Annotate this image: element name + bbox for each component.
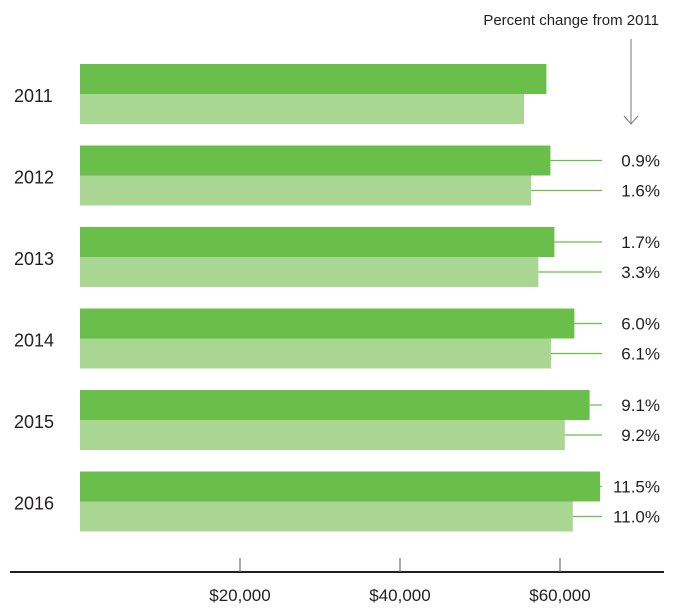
bar-2016-series2 [80,501,573,532]
pct-label-2012-series2: 1.6% [621,182,660,201]
down-arrow-icon [623,39,639,125]
year-label-2014: 2014 [14,331,54,351]
bar-2014-series1 [80,308,575,339]
pct-label-2015-series2: 9.2% [621,426,660,445]
x-tick-label-40000: $40,000 [369,586,430,605]
x-tick-label-60000: $60,000 [529,586,590,605]
pct-label-2013-series1: 1.7% [621,233,660,252]
arrow-head [623,115,639,125]
bar-2012-series1 [80,145,551,176]
bar-2012-series2 [80,175,532,206]
year-label-2011: 2011 [14,86,53,106]
x-tick-label-20000: $20,000 [209,586,270,605]
pct-label-2013-series2: 3.3% [621,263,660,282]
bar-2013-series1 [80,227,555,257]
bar-2013-series2 [80,257,539,287]
year-label-2012: 2012 [14,168,54,188]
bar-2014-series2 [80,338,552,369]
year-labels-group: 2011 2012 2013 2014 2015 2016 [14,86,54,514]
year-label-2016: 2016 [14,494,54,514]
pct-label-2012-series1: 0.9% [621,152,660,171]
bar-2015-series1 [80,390,590,420]
pct-label-2014-series1: 6.0% [621,315,660,334]
year-label-2015: 2015 [14,412,54,432]
bar-2015-series2 [80,420,565,450]
pct-label-2016-series2: 11.0% [613,508,660,527]
bars-group [80,64,600,532]
percent-labels-group: 0.9% 1.6% 1.7% 3.3% 6.0% 6.1% 9.1% 9.2% 11.5% 11.… [613,152,660,527]
pct-label-2016-series1: 11.5% [613,478,660,497]
leader-lines-group [531,159,602,518]
percent-change-annotation: Percent change from 2011 [483,12,659,29]
pct-label-2015-series1: 9.1% [621,396,660,415]
bar-2016-series1 [80,471,600,502]
x-axis: $20,000 $40,000 $60,000 [10,558,664,605]
year-label-2013: 2013 [14,249,54,269]
bar-2011-series1 [80,64,547,94]
pct-label-2014-series2: 6.1% [621,345,660,364]
bar-2011-series2 [80,94,524,124]
